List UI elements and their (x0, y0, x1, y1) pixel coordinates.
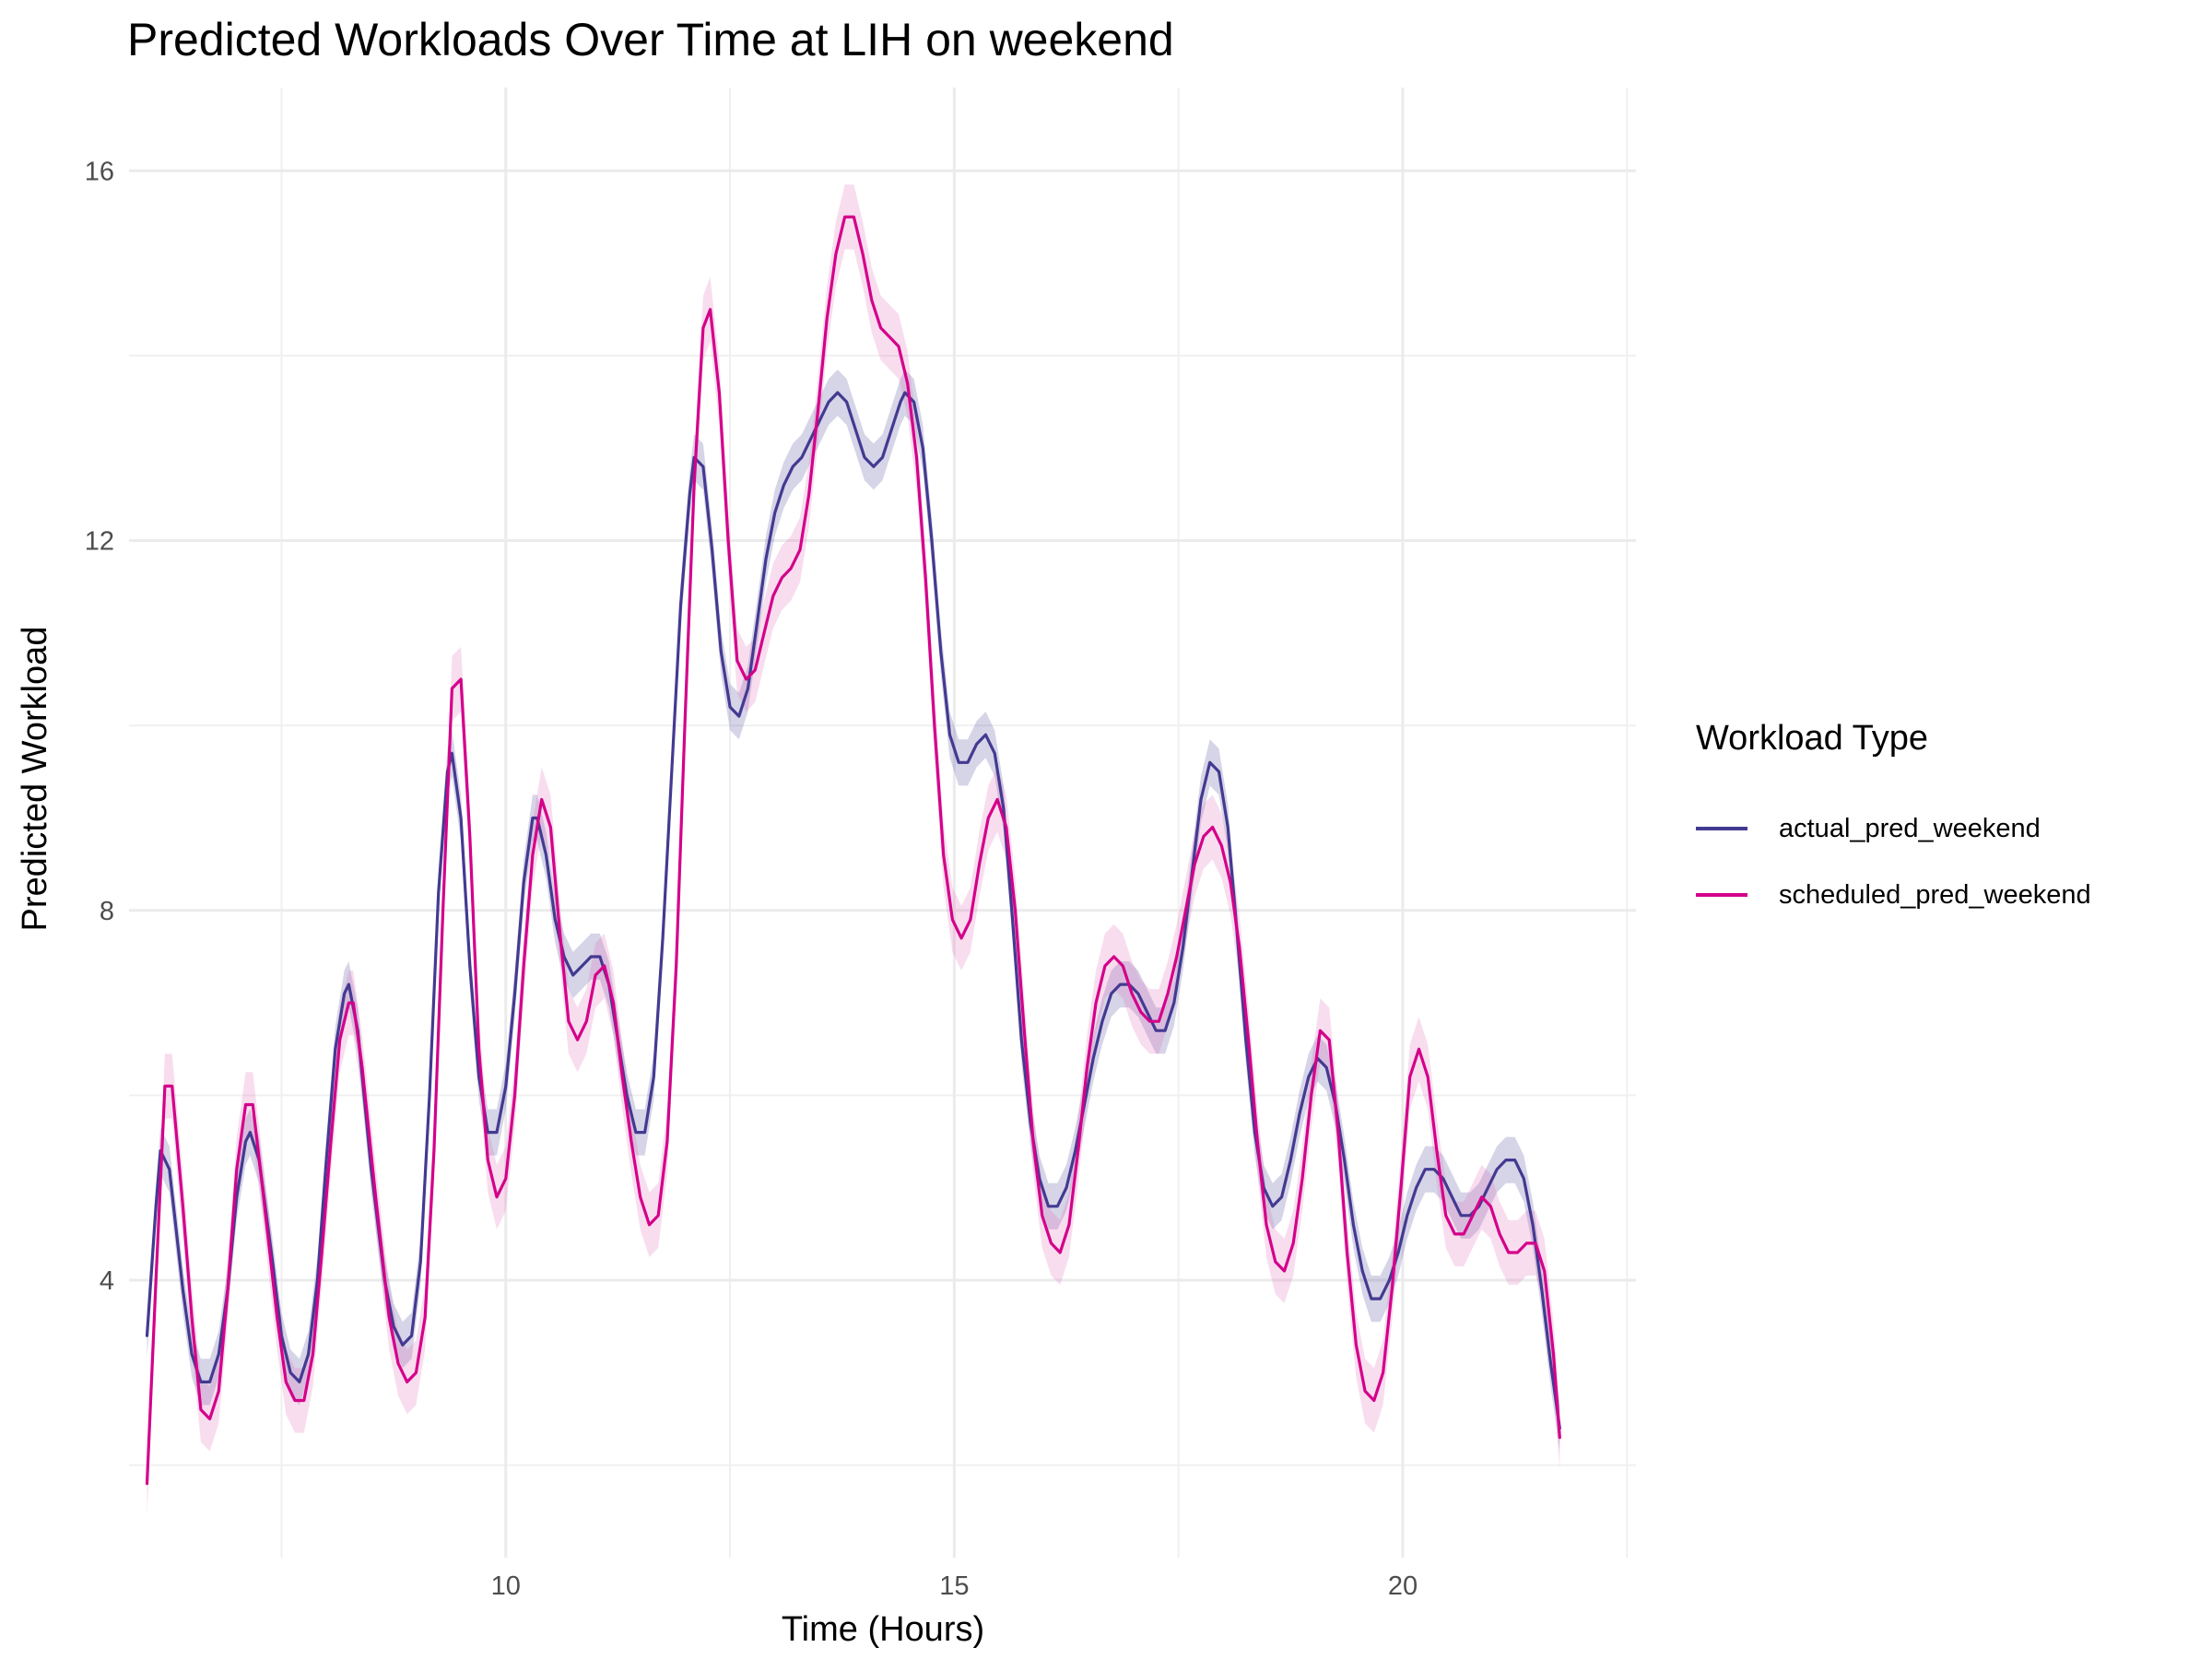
x-axis-title: Time (Hours) (782, 1610, 984, 1649)
y-tick-label: 16 (85, 157, 114, 186)
legend-key-scheduled (1696, 893, 1747, 897)
band-actual_pred_weekend (147, 370, 1560, 1452)
confidence-bands (147, 184, 1560, 1516)
series-line-actual_pred_weekend (145, 391, 1561, 1430)
legend-key-actual (1696, 827, 1747, 830)
legend-item-scheduled: scheduled_pred_weekend (1696, 862, 2091, 928)
x-tick-label: 15 (939, 1571, 969, 1601)
legend-label-actual: actual_pred_weekend (1779, 813, 2041, 843)
x-tick-labels: 10 15 20 (491, 1571, 1418, 1601)
y-axis-title: Predicted Workload (16, 627, 54, 932)
y-tick-label: 4 (100, 1266, 114, 1296)
series-line-scheduled_pred_weekend (145, 215, 1561, 1486)
band-scheduled_pred_weekend (147, 184, 1560, 1516)
legend: Workload Type actual_pred_weekend schedu… (1696, 719, 2091, 928)
series-lines (145, 215, 1561, 1486)
legend-item-actual: actual_pred_weekend (1696, 795, 2091, 862)
major-gridlines (129, 88, 1636, 1558)
chart-title: Predicted Workloads Over Time at LIH on … (127, 14, 1174, 65)
legend-title: Workload Type (1696, 719, 1929, 758)
y-tick-label: 12 (85, 527, 114, 557)
x-tick-label: 20 (1388, 1571, 1418, 1601)
y-tick-label: 8 (100, 897, 114, 926)
minor-gridlines (129, 88, 1636, 1558)
y-tick-labels: 4 8 12 16 (85, 157, 114, 1296)
x-tick-label: 10 (491, 1571, 521, 1601)
legend-label-scheduled: scheduled_pred_weekend (1779, 879, 2091, 910)
